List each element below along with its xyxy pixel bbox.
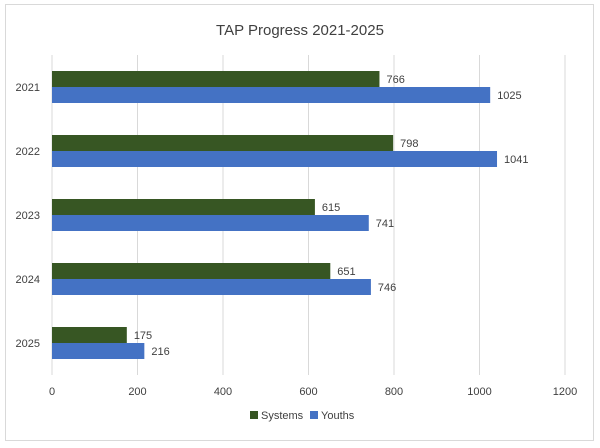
data-label: 798 [400,138,418,150]
y-axis-categories: 2021 2022 2023 2024 2025 [16,82,40,350]
bar-youths-2021 [52,87,491,103]
legend-label-youths: Youths [321,410,355,422]
y-category-label: 2024 [16,274,40,286]
data-label: 1025 [497,90,521,102]
data-label: 175 [134,330,152,342]
data-label: 741 [376,218,394,230]
bar-youths-2024 [52,279,371,295]
x-tick-label: 200 [128,386,146,398]
x-tick-label: 800 [385,386,403,398]
x-tick-label: 1200 [553,386,577,398]
bar-systems-2023 [52,199,315,215]
legend-swatch-youths [310,411,318,419]
bar-systems-2021 [52,71,380,87]
bars [52,71,498,359]
data-label: 1041 [504,154,528,166]
x-axis-ticks: 0 200 400 600 800 1000 1200 [49,386,577,398]
x-tick-label: 600 [299,386,317,398]
legend-swatch-systems [250,411,258,419]
data-label: 766 [386,74,404,86]
legend-label-systems: Systems [261,410,304,422]
data-labels: 766 1025 798 1041 615 741 651 746 175 216 [134,74,529,358]
y-category-label: 2022 [16,146,40,158]
y-category-label: 2023 [16,210,40,222]
data-label: 651 [337,266,355,278]
gridlines [51,55,566,375]
bar-systems-2022 [52,135,394,151]
data-label: 746 [378,282,396,294]
y-category-label: 2021 [16,82,40,94]
chart-title: TAP Progress 2021-2025 [216,22,384,39]
x-tick-label: 0 [49,386,55,398]
bar-youths-2023 [52,215,369,231]
bar-youths-2025 [52,343,145,359]
x-tick-label: 1000 [467,386,491,398]
data-label: 216 [151,346,169,358]
bar-systems-2024 [52,263,331,279]
legend: Systems Youths [250,410,355,422]
data-label: 615 [322,202,340,214]
x-tick-label: 400 [214,386,232,398]
bar-systems-2025 [52,327,127,343]
bar-youths-2022 [52,151,498,167]
y-category-label: 2025 [16,338,40,350]
